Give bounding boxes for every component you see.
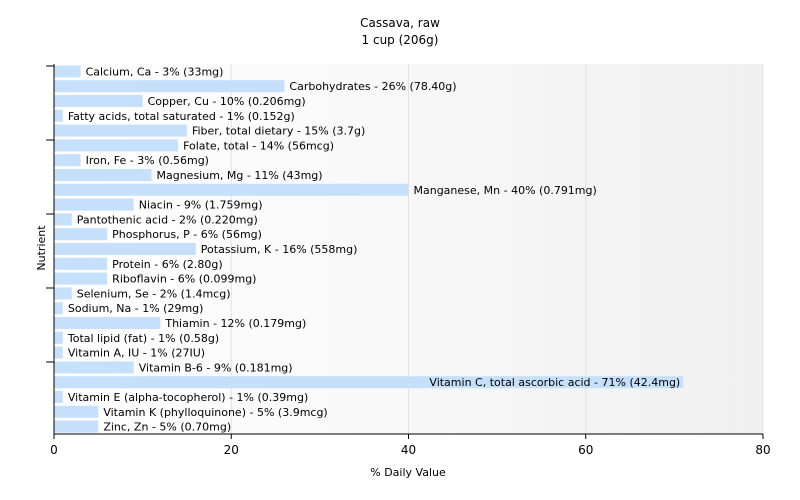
- bar-label: Zinc, Zn - 5% (0.70mg): [103, 421, 231, 434]
- bar: [54, 317, 161, 329]
- bar: [54, 95, 143, 107]
- bar: [54, 257, 108, 270]
- bar: [54, 420, 99, 433]
- x-axis-title: % Daily Value: [370, 466, 446, 479]
- x-tick-label: 0: [50, 443, 58, 457]
- bar-label: Vitamin C, total ascorbic acid - 71% (42…: [429, 376, 680, 389]
- bar: [54, 80, 285, 93]
- bar: [54, 169, 152, 181]
- bar-label: Fatty acids, total saturated - 1% (0.152…: [68, 110, 295, 123]
- bar-label: Thiamin - 12% (0.179mg): [164, 317, 306, 330]
- bar-label: Sodium, Na - 1% (29mg): [68, 302, 204, 315]
- bar-label: Pantothenic acid - 2% (0.220mg): [77, 213, 258, 226]
- chart-title: Cassava, raw: [360, 16, 440, 30]
- bar-label: Calcium, Ca - 3% (33mg): [86, 65, 224, 78]
- bar-label: Protein - 6% (2.80g): [112, 258, 223, 271]
- bar: [54, 213, 72, 226]
- bar-label: Selenium, Se - 2% (1.4mcg): [77, 287, 231, 300]
- bar-label: Fiber, total dietary - 15% (3.7g): [192, 125, 365, 138]
- bar-label: Vitamin K (phylloquinone) - 5% (3.9mcg): [103, 406, 327, 419]
- x-tick-label: 20: [224, 443, 239, 457]
- bar: [54, 183, 409, 196]
- bar-label: Phosphorus, P - 6% (56mg): [112, 228, 262, 241]
- bar-label: Niacin - 9% (1.759mg): [139, 199, 263, 212]
- bar: [54, 198, 134, 211]
- bar: [54, 65, 81, 78]
- x-tick-label: 60: [578, 443, 593, 457]
- bar-labels: Calcium, Ca - 3% (33mg) Carbohydrates - 2…: [67, 65, 680, 433]
- bar-label: Iron, Fe - 3% (0.56mg): [86, 154, 209, 167]
- axes: 0 20 40 60 80: [46, 64, 771, 457]
- bar-label: Carbohydrates - 26% (78.40g): [289, 80, 456, 93]
- x-tick-label: 40: [401, 443, 416, 457]
- y-axis-title: Nutrient: [35, 225, 48, 271]
- bar-label: Total lipid (fat) - 1% (0.58g): [67, 332, 219, 345]
- bar-label: Potassium, K - 16% (558mg): [201, 243, 358, 256]
- bar: [54, 228, 108, 241]
- bar: [54, 302, 63, 315]
- bar: [54, 391, 63, 403]
- bar: [54, 361, 134, 374]
- bar-label: Copper, Cu - 10% (0.206mg): [148, 95, 306, 108]
- chart-subtitle: 1 cup (206g): [362, 33, 439, 47]
- bar: [54, 287, 72, 300]
- bar: [54, 109, 63, 122]
- bar: [54, 139, 179, 152]
- bar: [54, 346, 63, 359]
- bar: [54, 243, 196, 255]
- bar-label: Manganese, Mn - 40% (0.791mg): [414, 184, 597, 197]
- bar-label: Riboflavin - 6% (0.099mg): [112, 273, 256, 286]
- bar-label: Vitamin E (alpha-tocopherol) - 1% (0.39m…: [68, 391, 308, 404]
- bar: [54, 376, 684, 389]
- x-tick-label: 80: [755, 443, 770, 457]
- bar-label: Vitamin A, IU - 1% (27IU): [68, 347, 205, 360]
- bar-label: Vitamin B-6 - 9% (0.181mg): [139, 361, 293, 374]
- bar-label: Magnesium, Mg - 11% (43mg): [156, 169, 322, 182]
- bar: [54, 272, 108, 285]
- bar: [54, 405, 99, 418]
- bar: [54, 331, 63, 344]
- bar: [54, 124, 187, 137]
- bar: [54, 154, 81, 167]
- bar-label: Folate, total - 14% (56mcg): [183, 139, 334, 152]
- bars: [54, 65, 684, 433]
